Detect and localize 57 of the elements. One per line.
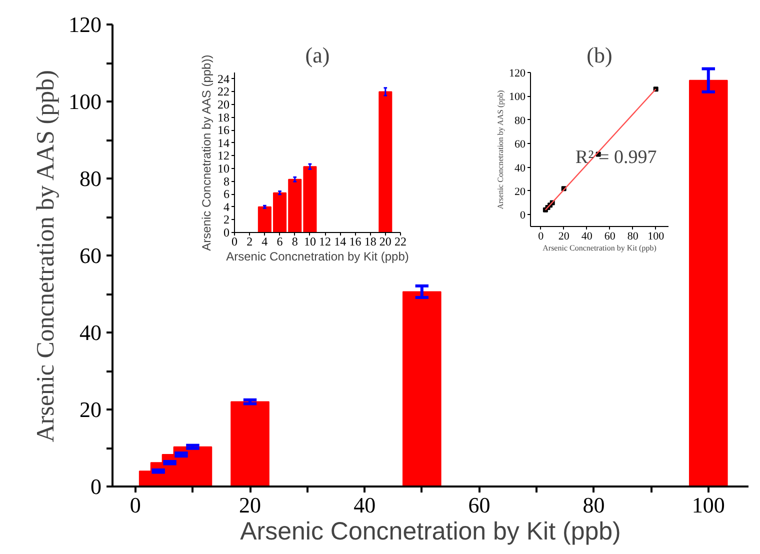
y-tick-label: 80 bbox=[514, 114, 526, 127]
y-tick-label: 100 bbox=[68, 89, 102, 114]
y-tick-label: 18 bbox=[218, 110, 230, 124]
x-tick-label: 16 bbox=[349, 234, 362, 248]
x-axis-title: Arsenic Concnetration by Kit (ppb) bbox=[240, 518, 621, 546]
y-tick-label: 120 bbox=[509, 68, 526, 80]
x-tick-label: 22 bbox=[394, 234, 406, 248]
y-tick-label: 24 bbox=[218, 72, 230, 86]
x-tick-label: 100 bbox=[648, 230, 665, 242]
y-axis-title: Arsenic Concnetration by AAS (ppb) bbox=[32, 70, 60, 442]
x-tick-label: 60 bbox=[604, 230, 616, 242]
y-tick-label: 120 bbox=[68, 12, 102, 37]
y-axis-title: Arsenic Concnetration by AAS (ppb)) bbox=[200, 54, 214, 251]
x-tick-label: 40 bbox=[581, 230, 593, 242]
y-tick-label: 8 bbox=[224, 174, 230, 188]
y-tick-label: 4 bbox=[224, 200, 230, 214]
x-tick-label: 60 bbox=[468, 492, 490, 518]
x-tick-label: 20 bbox=[379, 234, 392, 248]
x-axis-title: Arsenic Concnetration by Kit (ppb) bbox=[226, 250, 409, 264]
x-tick-label: 80 bbox=[627, 230, 639, 242]
x-tick-label: 20 bbox=[239, 492, 262, 518]
x-tick-label: 6 bbox=[276, 234, 283, 248]
y-tick-label: 40 bbox=[514, 162, 526, 174]
chart-title: (a) bbox=[305, 42, 330, 68]
y-tick-label: 6 bbox=[224, 187, 230, 202]
y-tick-label: 100 bbox=[509, 91, 526, 104]
y-tick-label: 80 bbox=[80, 166, 102, 191]
y-tick-label: 0 bbox=[520, 210, 526, 222]
y-tick-label: 22 bbox=[218, 84, 230, 99]
y-tick-label: 40 bbox=[80, 320, 102, 345]
y-tick-label: 2 bbox=[224, 212, 230, 227]
annotation: R² = 0.997 bbox=[575, 146, 657, 168]
x-tick-label: 40 bbox=[354, 492, 376, 518]
x-tick-label: 80 bbox=[582, 492, 605, 518]
y-tick-label: 10 bbox=[218, 162, 230, 176]
x-tick-label: 100 bbox=[692, 492, 725, 518]
y-tick-label: 20 bbox=[80, 397, 102, 422]
y-tick-label: 0 bbox=[90, 474, 102, 499]
y-tick-label: 60 bbox=[514, 138, 526, 151]
x-tick-label: 20 bbox=[558, 230, 570, 242]
x-tick-label: 4 bbox=[262, 234, 268, 248]
x-tick-label: 18 bbox=[364, 234, 376, 248]
x-tick-label: 10 bbox=[304, 234, 316, 248]
x-tick-label: 8 bbox=[292, 234, 298, 248]
x-tick-label: 12 bbox=[319, 234, 332, 248]
x-tick-label: 0 bbox=[538, 230, 544, 242]
chart-title: (b) bbox=[586, 42, 612, 68]
y-axis-title: Arsenic Concnetration by AAS (ppb) bbox=[496, 90, 505, 210]
x-axis-title: Arsenic Concnetration by Kit (ppb) bbox=[542, 244, 657, 252]
y-tick-label: 20 bbox=[218, 98, 230, 112]
y-tick-label: 12 bbox=[218, 148, 230, 163]
x-tick-label: 0 bbox=[130, 492, 141, 518]
x-tick-label: 14 bbox=[334, 234, 346, 248]
y-tick-label: 20 bbox=[514, 186, 526, 198]
x-tick-label: 2 bbox=[246, 234, 253, 248]
y-tick-label: 16 bbox=[218, 123, 230, 138]
y-tick-label: 14 bbox=[218, 136, 230, 150]
